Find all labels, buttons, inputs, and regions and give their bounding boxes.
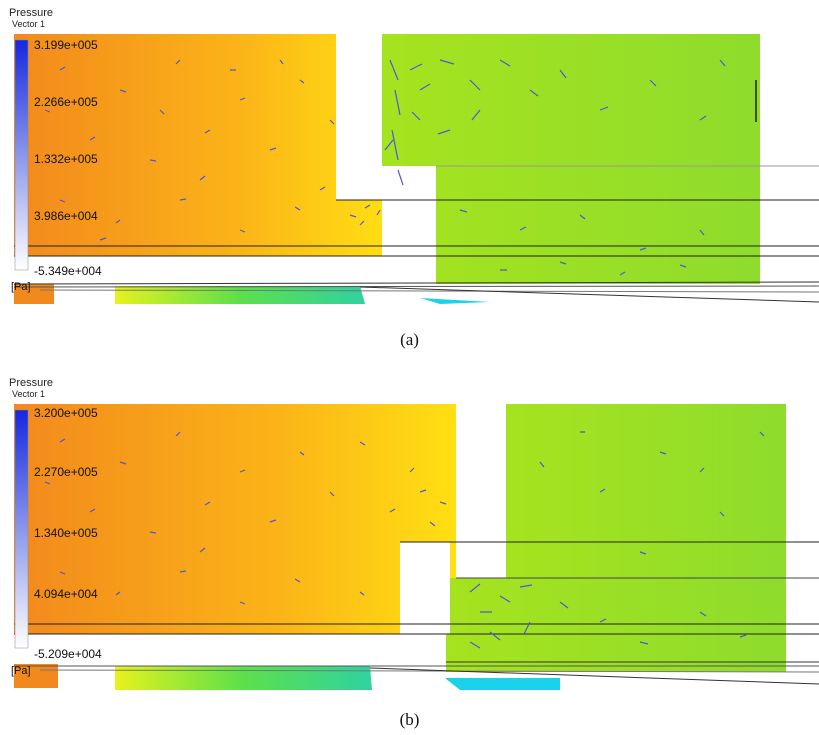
velocity-vectors-b [44, 431, 765, 649]
legend-tick-a-3: 3.986e+004 [34, 209, 98, 223]
legend-tick-b-0: 3.200e+005 [34, 406, 98, 420]
legend-unit-b: [Pa] [11, 665, 31, 677]
legend-title-b: Pressure [9, 377, 54, 389]
legend-tick-a-0: 3.199e+005 [34, 38, 98, 52]
legend-tick-b-1: 2.270e+005 [34, 465, 98, 479]
pressure-contour-plot-b [14, 404, 819, 690]
legend-color-bar-a [14, 39, 29, 271]
caption-a: (a) [400, 330, 419, 349]
legend-tick-a-1: 2.266e+005 [34, 95, 98, 109]
legend-tick-a-4: -5.349e+004 [34, 264, 102, 278]
caption-b: (b) [399, 710, 420, 729]
upstream-region [14, 34, 390, 256]
legend-tick-a-2: 1.332e+005 [34, 152, 98, 166]
upstream-step [336, 34, 390, 200]
downstream-region [382, 34, 760, 284]
legend-subtitle-a: Vector 1 [12, 19, 46, 29]
pressure-contour-plot-a [13, 34, 819, 304]
contour-panel-b: Pressure Vector 1 3.200e+005 2.270e+005 … [0, 372, 819, 692]
legend-tick-b-4: -5.209e+004 [34, 647, 102, 661]
legend-unit-a: [Pa] [11, 281, 31, 293]
velocity-vectors-a [44, 59, 726, 276]
contour-panel-a: Pressure Vector 1 3.199e+005 2.266e+005 … [0, 0, 819, 310]
legend-subtitle-b: Vector 1 [12, 389, 46, 399]
legend-tick-b-3: 4.094e+004 [34, 587, 98, 601]
legend-tick-b-2: 1.340e+005 [34, 526, 98, 540]
legend-title-a: Pressure [9, 7, 54, 19]
